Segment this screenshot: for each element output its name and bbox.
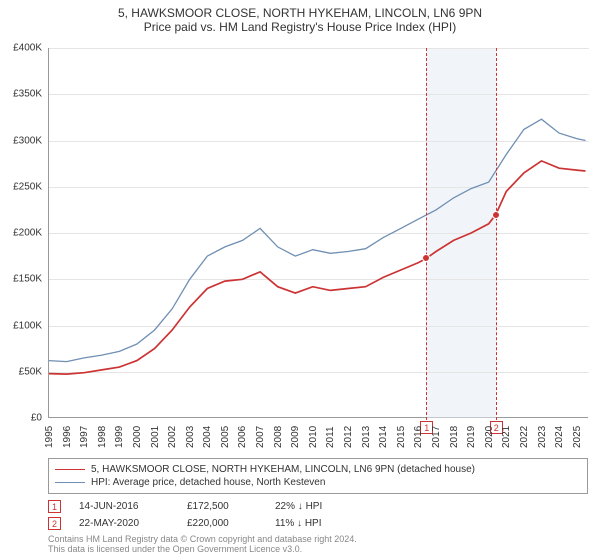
- xtick-label: 2020: [484, 426, 495, 448]
- chart-title-line1: 5, HAWKSMOOR CLOSE, NORTH HYKEHAM, LINCO…: [10, 6, 590, 20]
- xtick-label: 2015: [396, 426, 407, 448]
- page-root: 5, HAWKSMOOR CLOSE, NORTH HYKEHAM, LINCO…: [0, 0, 600, 560]
- xtick-label: 2021: [501, 426, 512, 448]
- sale-price-2: £220,000: [187, 518, 257, 529]
- sale-date-2: 22-MAY-2020: [79, 518, 169, 529]
- ytick-label: £400K: [0, 43, 42, 54]
- marker-vline-1: [426, 48, 427, 420]
- attribution: Contains HM Land Registry data © Crown c…: [48, 534, 588, 554]
- legend-label-hpi: HPI: Average price, detached house, Nort…: [91, 477, 325, 488]
- xtick-label: 2004: [202, 426, 213, 448]
- sale-marker-2: 2: [48, 517, 61, 530]
- legend: 5, HAWKSMOOR CLOSE, NORTH HYKEHAM, LINCO…: [48, 458, 588, 494]
- xtick-label: 2018: [449, 426, 460, 448]
- sale-date-1: 14-JUN-2016: [79, 501, 169, 512]
- chart-title-block: 5, HAWKSMOOR CLOSE, NORTH HYKEHAM, LINCO…: [0, 0, 600, 36]
- marker-dot-2: [492, 211, 500, 219]
- xtick-label: 2023: [537, 426, 548, 448]
- series-lines: [49, 48, 589, 418]
- chart-title-line2: Price paid vs. HM Land Registry's House …: [10, 20, 590, 34]
- xtick-label: 2009: [290, 426, 301, 448]
- attribution-line1: Contains HM Land Registry data © Crown c…: [48, 534, 588, 544]
- xtick-label: 2024: [554, 426, 565, 448]
- sales-table: 1 14-JUN-2016 £172,500 22% ↓ HPI 2 22-MA…: [48, 498, 588, 532]
- ytick-label: £200K: [0, 228, 42, 239]
- series-line-price_paid: [49, 161, 586, 374]
- sale-price-1: £172,500: [187, 501, 257, 512]
- xtick-label: 2013: [361, 426, 372, 448]
- xtick-label: 2014: [378, 426, 389, 448]
- xtick-label: 1998: [97, 426, 108, 448]
- ytick-label: £0: [0, 413, 42, 424]
- xtick-label: 2008: [273, 426, 284, 448]
- legend-swatch-hpi: [55, 482, 85, 483]
- xtick-label: 1995: [44, 426, 55, 448]
- sale-marker-1: 1: [48, 500, 61, 513]
- sale-row-1: 1 14-JUN-2016 £172,500 22% ↓ HPI: [48, 498, 588, 515]
- chart-area: 12 £0£50K£100K£150K£200K£250K£300K£350K£…: [48, 48, 588, 418]
- xtick-label: 2000: [132, 426, 143, 448]
- legend-row-price-paid: 5, HAWKSMOOR CLOSE, NORTH HYKEHAM, LINCO…: [55, 463, 581, 476]
- xtick-label: 2022: [519, 426, 530, 448]
- legend-row-hpi: HPI: Average price, detached house, Nort…: [55, 476, 581, 489]
- xtick-label: 2005: [220, 426, 231, 448]
- ytick-label: £350K: [0, 89, 42, 100]
- xtick-label: 2011: [325, 426, 336, 448]
- xtick-label: 2002: [167, 426, 178, 448]
- xtick-label: 1999: [114, 426, 125, 448]
- ytick-label: £300K: [0, 135, 42, 146]
- ytick-label: £50K: [0, 366, 42, 377]
- sale-diff-1: 22% ↓ HPI: [275, 501, 365, 512]
- marker-vline-2: [496, 48, 497, 420]
- ytick-label: £150K: [0, 274, 42, 285]
- series-line-hpi: [49, 119, 586, 361]
- xtick-label: 2006: [237, 426, 248, 448]
- xtick-label: 1996: [62, 426, 73, 448]
- xtick-label: 2017: [431, 426, 442, 448]
- legend-label-price-paid: 5, HAWKSMOOR CLOSE, NORTH HYKEHAM, LINCO…: [91, 464, 475, 475]
- ytick-label: £100K: [0, 320, 42, 331]
- xtick-label: 2025: [572, 426, 583, 448]
- xtick-label: 2019: [466, 426, 477, 448]
- legend-swatch-price-paid: [55, 469, 85, 470]
- xtick-label: 2012: [343, 426, 354, 448]
- xtick-label: 2007: [255, 426, 266, 448]
- xtick-label: 2003: [185, 426, 196, 448]
- xtick-label: 2010: [308, 426, 319, 448]
- xtick-label: 1997: [79, 426, 90, 448]
- xtick-label: 2016: [413, 426, 424, 448]
- plot-region: 12: [48, 48, 588, 418]
- sale-row-2: 2 22-MAY-2020 £220,000 11% ↓ HPI: [48, 515, 588, 532]
- sale-diff-2: 11% ↓ HPI: [275, 518, 365, 529]
- attribution-line2: This data is licensed under the Open Gov…: [48, 544, 588, 554]
- xtick-label: 2001: [150, 426, 161, 448]
- ytick-label: £250K: [0, 181, 42, 192]
